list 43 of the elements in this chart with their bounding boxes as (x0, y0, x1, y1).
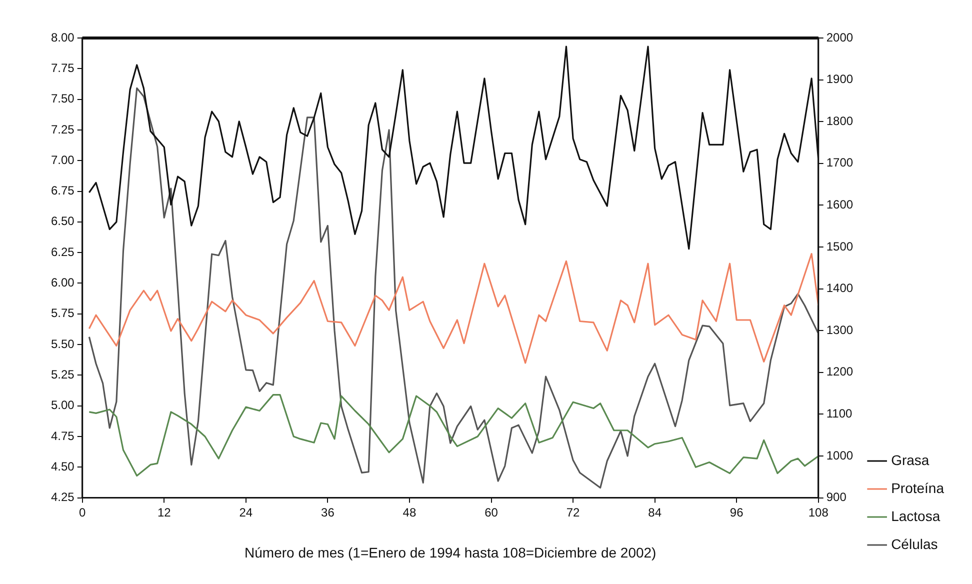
y-tick-label: 4.75 (50, 428, 75, 443)
y-tick-label: 6.50 (50, 214, 75, 228)
x-tick-label: 96 (730, 505, 744, 520)
y-tick-label: 7.00 (50, 152, 75, 167)
x-tick-label: 72 (566, 505, 580, 520)
x-tick-label: 48 (402, 505, 416, 520)
y-tick-label: 6.25 (50, 244, 75, 259)
y-tick-label: 7.50 (50, 92, 75, 106)
x-tick-label: 84 (648, 505, 662, 520)
y2-tick-label: 1800 (826, 114, 854, 128)
y2-tick-label: 1700 (826, 156, 854, 170)
y2-tick-label: 1600 (826, 198, 854, 212)
y2-tick-label: 1200 (826, 364, 854, 379)
y2-tick-label: 1400 (826, 281, 854, 296)
y-tick-label: 5.25 (50, 368, 75, 382)
legend-label: Proteína (891, 480, 944, 496)
x-tick-label: 108 (808, 505, 829, 520)
y2-tick-label: 2000 (826, 30, 854, 44)
y2-tick-label: 1500 (826, 239, 854, 254)
x-axis-title: Número de mes (1=Enero de 1994 hasta 108=Diciembre de 2002) (244, 544, 656, 560)
y-tick-label: 6.00 (50, 276, 75, 290)
y-tick-label: 7.75 (50, 60, 75, 75)
x-tick-label: 60 (484, 505, 498, 520)
y2-tick-label: 1300 (826, 322, 854, 337)
x-tick-label: 12 (157, 505, 172, 520)
y2-tick-label: 900 (826, 490, 847, 504)
y-tick-label: 6.75 (50, 184, 75, 198)
y-tick-label: 7.25 (50, 122, 75, 136)
y2-tick-label: 1000 (826, 448, 854, 462)
y-tick-label: 5.50 (50, 336, 75, 351)
legend-label: Grasa (891, 452, 930, 468)
legend-label: Lactosa (891, 508, 940, 524)
x-tick-label: 36 (321, 505, 335, 520)
y-tick-label: 4.25 (50, 490, 75, 504)
y2-tick-label: 1100 (826, 406, 853, 421)
y-tick-label: 8.00 (50, 30, 75, 44)
legend-label: Células (891, 536, 938, 552)
y-tick-label: 5.00 (50, 398, 75, 412)
y-tick-label: 5.75 (50, 306, 75, 320)
y2-tick-label: 1900 (826, 72, 854, 86)
x-tick-label: 0 (79, 505, 86, 520)
x-tick-label: 24 (239, 505, 253, 520)
y-tick-label: 4.50 (50, 459, 75, 474)
